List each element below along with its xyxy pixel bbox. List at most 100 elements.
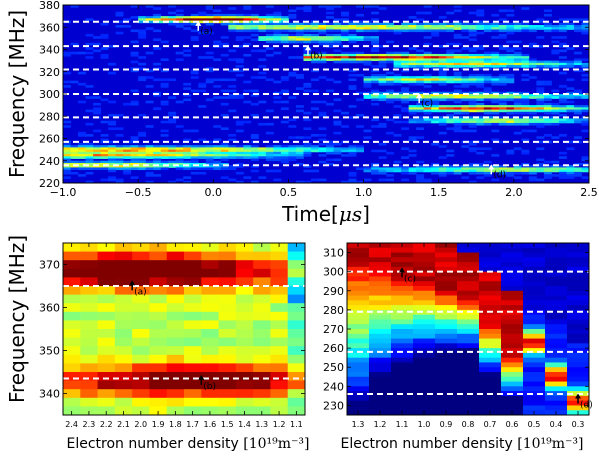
heatmap-cell xyxy=(258,22,267,26)
heatmap-cell xyxy=(551,111,560,115)
heatmap-cell xyxy=(153,7,162,10)
heatmap-cell xyxy=(183,165,192,168)
heatmap-cell xyxy=(413,343,436,349)
heatmap-cell xyxy=(528,42,537,46)
heatmap-cell xyxy=(310,169,319,173)
heatmap-cell xyxy=(295,38,304,41)
heatmap-cell xyxy=(243,22,252,26)
heatmap-cell xyxy=(483,122,492,126)
heatmap-cell xyxy=(190,151,199,155)
heatmap-cell xyxy=(258,16,267,19)
heatmap-cell xyxy=(416,167,425,171)
heatmap-cell xyxy=(85,156,94,159)
heatmap-cell xyxy=(130,176,139,179)
heatmap-cell xyxy=(132,380,150,390)
heatmap-cell xyxy=(528,116,537,119)
heatmap-cell xyxy=(201,320,219,330)
heatmap-cell xyxy=(545,324,568,330)
heatmap-cell xyxy=(250,49,259,53)
heatmap-cell xyxy=(149,294,168,304)
heatmap-cell xyxy=(408,120,417,124)
heatmap-cell xyxy=(391,338,414,344)
heatmap-cell xyxy=(491,178,500,182)
heatmap-cell xyxy=(70,5,79,8)
heatmap-cell xyxy=(108,45,116,48)
heatmap-cell xyxy=(401,25,410,28)
heatmap-cell xyxy=(213,156,222,159)
heatmap-cell xyxy=(536,45,545,48)
heatmap-cell xyxy=(175,167,184,171)
heatmap-cell xyxy=(295,31,304,35)
heatmap-cell xyxy=(213,58,222,62)
heatmap-cell xyxy=(453,56,462,59)
heatmap-cell xyxy=(363,62,372,66)
heatmap-cell xyxy=(453,98,462,102)
heatmap-cell xyxy=(198,147,207,151)
heatmap-cell xyxy=(431,96,440,99)
heatmap-cell xyxy=(250,147,259,151)
heatmap-cell xyxy=(431,142,440,146)
heatmap-cell xyxy=(378,122,387,126)
heatmap-cell xyxy=(391,400,414,406)
heatmap-cell xyxy=(513,176,522,179)
heatmap-cell xyxy=(341,33,349,37)
heatmap-cell xyxy=(431,62,440,66)
heatmap-cell xyxy=(303,127,312,130)
heatmap-cell xyxy=(218,243,237,252)
heatmap-cell xyxy=(521,138,530,142)
heatmap-cell xyxy=(408,109,417,113)
heatmap-cell xyxy=(413,352,436,359)
heatmap-cell xyxy=(228,145,237,148)
heatmap-cell xyxy=(491,62,500,66)
heatmap-cell xyxy=(408,62,417,66)
heatmap-cell xyxy=(183,22,192,26)
heatmap-cell xyxy=(416,160,425,164)
heatmap-cell xyxy=(97,268,116,278)
heatmap-cell xyxy=(253,243,271,252)
heatmap-cell xyxy=(138,18,147,21)
heatmap-cell xyxy=(401,167,410,171)
heatmap-cell xyxy=(523,300,546,306)
heatmap-cell xyxy=(386,91,395,95)
heatmap-cell xyxy=(348,78,357,82)
heatmap-cell xyxy=(416,49,425,53)
heatmap-cell xyxy=(501,395,524,402)
heatmap-cell xyxy=(265,156,274,159)
heatmap-cell xyxy=(567,405,590,411)
heatmap-cell xyxy=(235,320,254,330)
heatmap-cell xyxy=(476,102,485,106)
heatmap-cell xyxy=(453,80,462,84)
heatmap-cell xyxy=(198,154,207,157)
heatmap-cell xyxy=(498,58,507,62)
heatmap-cell xyxy=(184,406,202,416)
heatmap-cell xyxy=(175,125,184,128)
heatmap-cell xyxy=(168,16,177,19)
heatmap-cell xyxy=(303,147,312,151)
heatmap-cell xyxy=(545,381,568,387)
heatmap-cell xyxy=(168,118,177,122)
heatmap-cell xyxy=(453,127,462,130)
heatmap-cell xyxy=(270,406,289,416)
heatmap-cell xyxy=(114,397,133,407)
heatmap-cell xyxy=(386,78,395,82)
heatmap-cell xyxy=(347,333,370,339)
heatmap-cell xyxy=(551,167,560,171)
heatmap-cell xyxy=(348,145,357,148)
heatmap-cell xyxy=(521,58,530,62)
heatmap-cell xyxy=(63,142,71,146)
heatmap-cell xyxy=(528,171,537,175)
heatmap-cell xyxy=(218,397,237,407)
heatmap-cell xyxy=(566,27,575,30)
heatmap-cell xyxy=(506,73,515,77)
heatmap-cell xyxy=(295,56,304,59)
heatmap-cell xyxy=(545,262,568,268)
heatmap-cell xyxy=(97,251,116,261)
heatmap-cell xyxy=(85,167,94,171)
heatmap-cell xyxy=(401,27,410,30)
heatmap-cell xyxy=(183,147,192,151)
heatmap-cell xyxy=(393,51,402,55)
heatmap-cell xyxy=(581,176,590,179)
heatmap-cell xyxy=(347,300,370,306)
heatmap-cell xyxy=(431,169,440,173)
heatmap-cell xyxy=(386,174,395,177)
